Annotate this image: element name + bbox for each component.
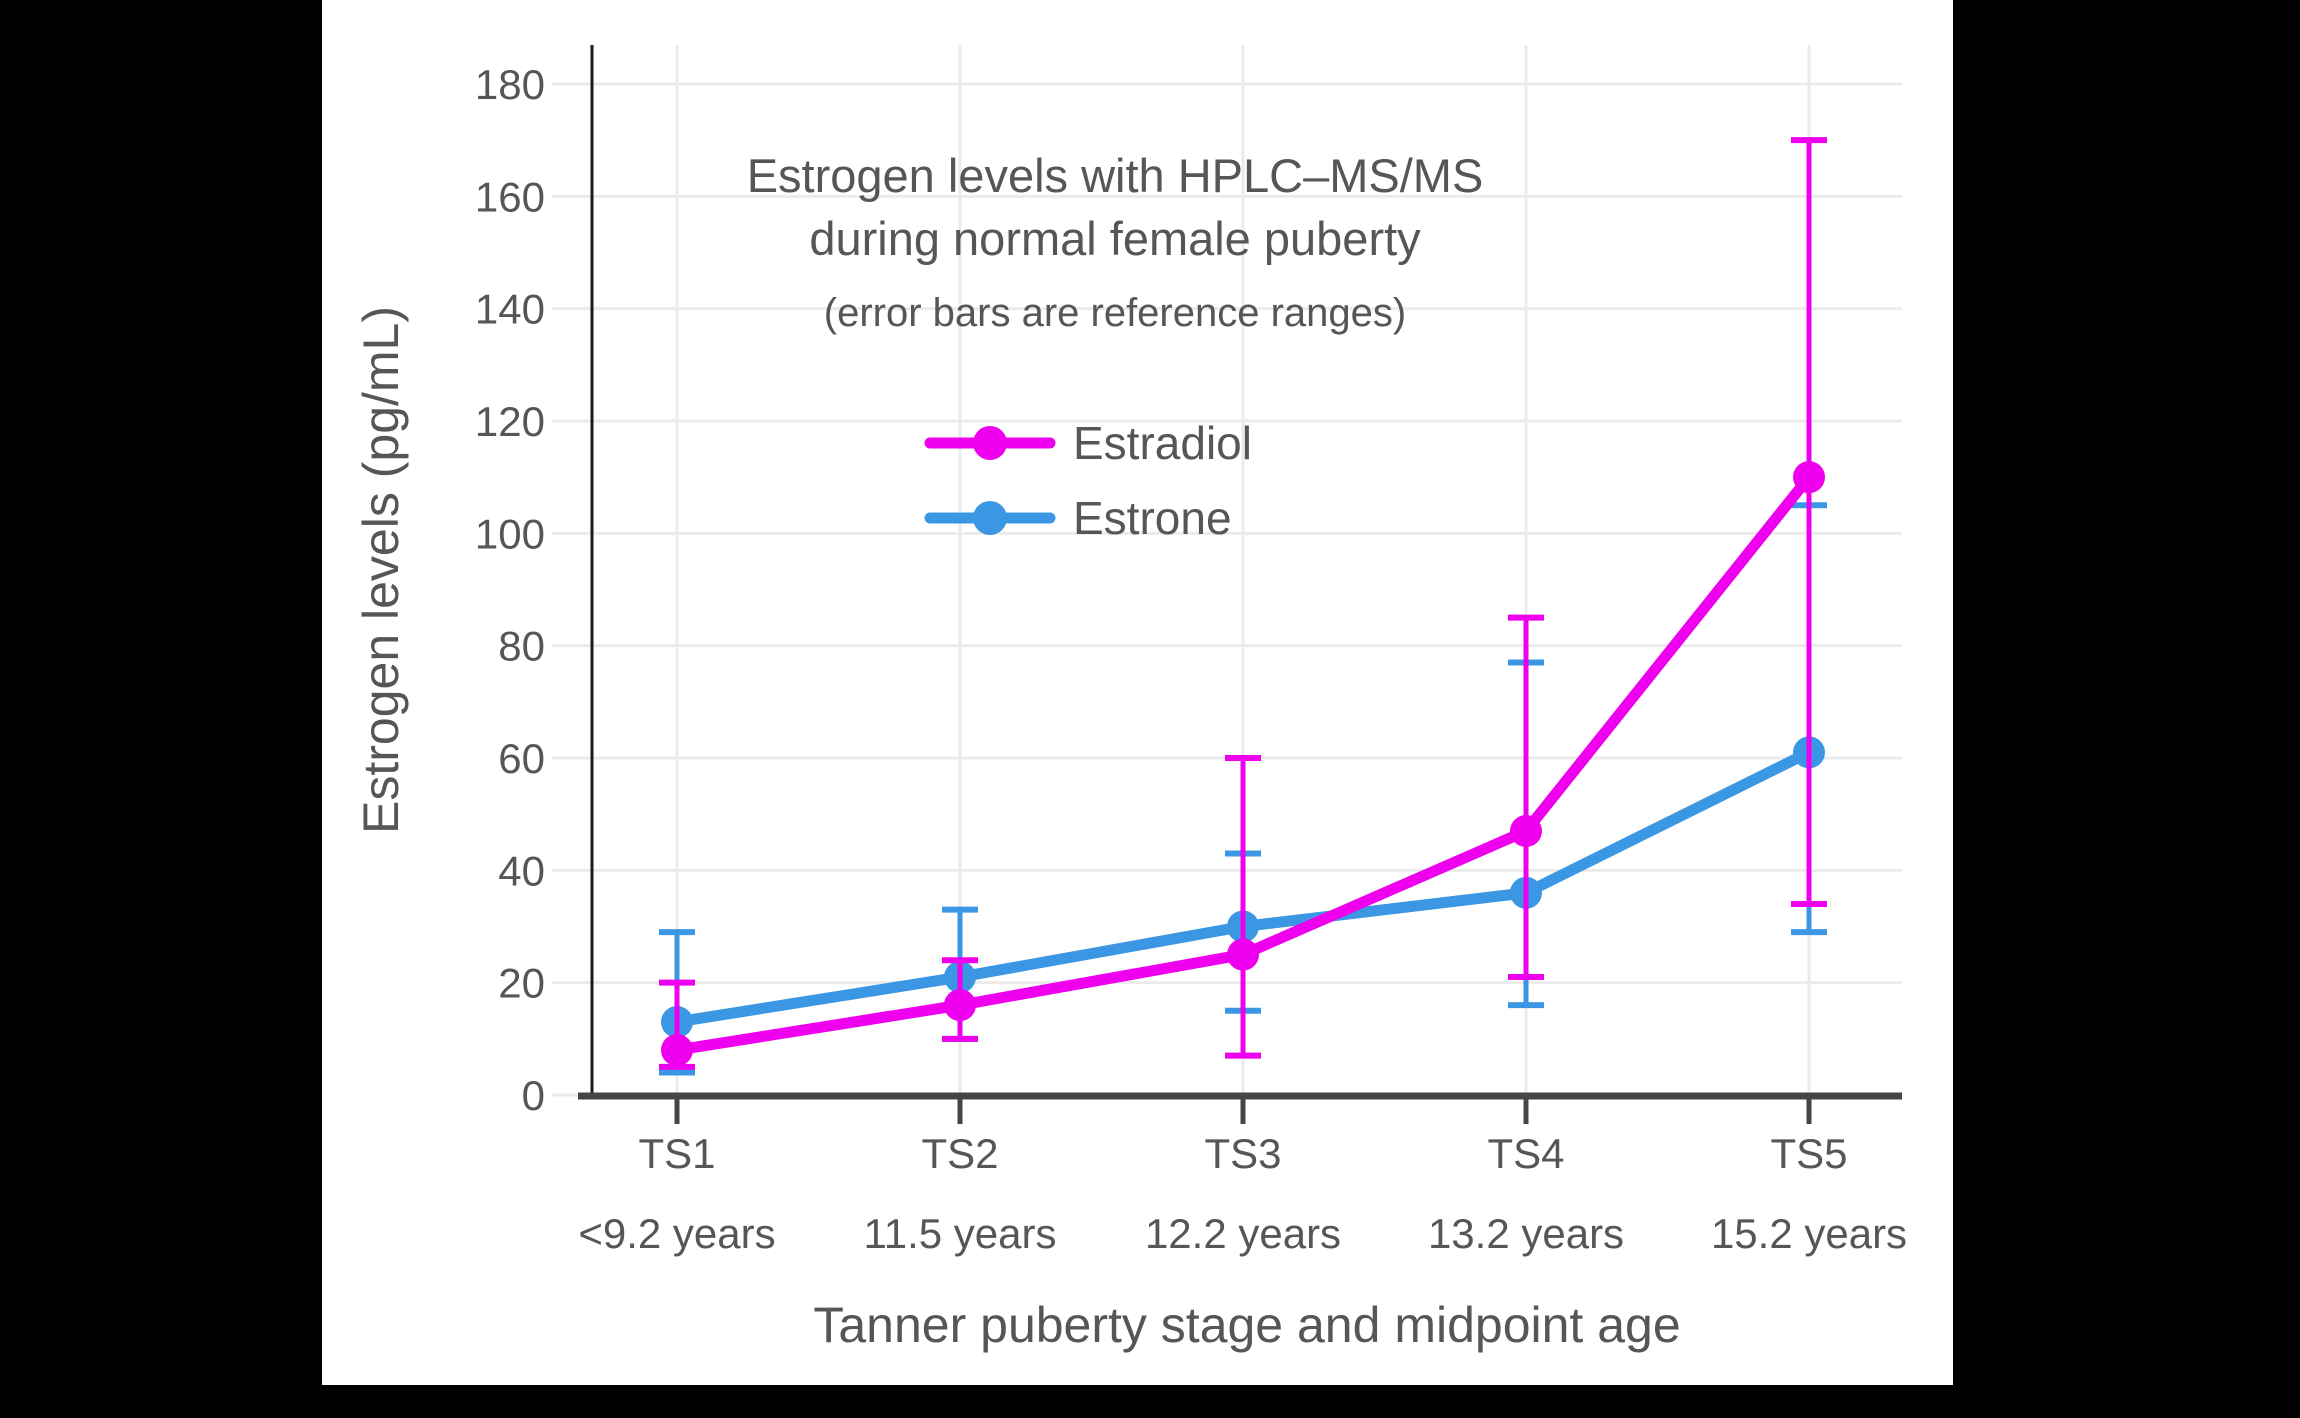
y-tick-label: 80 [498,623,545,670]
y-axis-label: Estrogen levels (pg/mL) [353,306,409,834]
axis-layer [578,45,1902,1124]
chart-subtitle: (error bars are reference ranges) [824,291,1406,335]
x-tick-label-age: 15.2 years [1711,1210,1907,1257]
data-point-estradiol-ts2 [944,989,976,1022]
chart-title-line-1: Estrogen levels with HPLC–MS/MS [747,149,1484,202]
y-tick-label: 140 [475,286,545,333]
y-tick-label: 20 [498,960,545,1007]
x-tick-label-age: 12.2 years [1145,1210,1341,1257]
plot-background [322,0,1953,1385]
chart-title-line-2: during normal female puberty [809,212,1421,265]
x-tick-label-stage: TS5 [1770,1130,1847,1177]
x-tick-label-stage: TS4 [1487,1130,1564,1177]
x-tick-label-age: 13.2 years [1428,1210,1624,1257]
legend: Estradiol Estrone [924,417,1252,544]
data-point-estradiol-ts1 [661,1034,693,1067]
y-tick-label: 160 [475,173,545,220]
legend-label-estradiol: Estradiol [1073,417,1252,469]
y-tick-label: 60 [498,735,545,782]
x-tick-label-age: <9.2 years [578,1210,775,1257]
x-axis-label: Tanner puberty stage and midpoint age [813,1297,1680,1353]
x-tick-label-stage: TS3 [1204,1130,1281,1177]
y-tick-label: 0 [522,1072,545,1119]
x-tick-label-stage: TS2 [921,1130,998,1177]
x-tick-label-stage: TS1 [638,1130,715,1177]
legend-label-estrone: Estrone [1073,492,1232,544]
data-point-estradiol-ts4 [1510,815,1542,848]
legend-marker-estradiol [973,426,1007,460]
y-tick-label: 100 [475,510,545,557]
tick-label-layer: 0 20 40 60 80 100 120 140 160 180 TS1 <9.2 years TS2… [475,61,1907,1257]
data-point-estradiol-ts3 [1227,938,1259,971]
y-tick-label: 40 [498,847,545,894]
x-tick-label-age: 11.5 years [864,1210,1057,1257]
legend-marker-estrone [973,501,1007,535]
series-layer [659,137,1827,1076]
data-point-estradiol-ts5 [1793,461,1825,494]
y-tick-label: 120 [475,398,545,445]
y-tick-label: 180 [475,61,545,108]
